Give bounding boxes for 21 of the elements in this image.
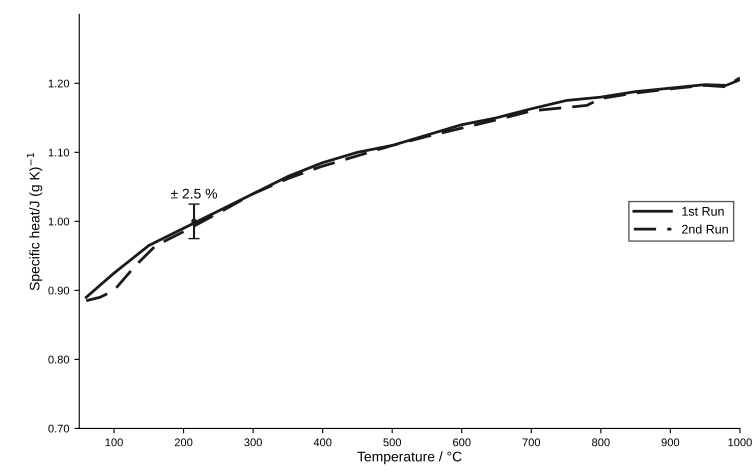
legend-label: 1st Run [682,207,724,216]
x-tick-label: 100 [106,438,123,446]
x-tick-label: 1000 [728,438,752,446]
x-tick-label: 900 [662,438,680,446]
x-tick-label: 400 [314,438,332,446]
y-tick-label: 1.00 [48,218,70,226]
x-tick-label: 600 [453,438,471,446]
annotation: ± 2.5 % [170,188,218,199]
x-tick-label: 500 [383,438,402,446]
y-tick-label: 0.70 [48,424,70,433]
x-axis-title: Temperature / °C [357,451,462,464]
y-tick-label: 0.90 [48,286,70,294]
x-tick-label: 800 [592,438,610,446]
y-axis-title: Specific heat/J (g K)$^{−1}$ [26,153,42,290]
x-tick-label: 700 [522,438,540,446]
y-tick-label: 1.10 [48,148,70,156]
y-tick-label: 1.20 [48,80,70,88]
y-tick-label: 0.80 [48,356,70,364]
x-tick-label: 300 [244,438,262,446]
x-tick-label: 200 [174,438,192,446]
legend-label: 2nd Run [682,224,728,234]
